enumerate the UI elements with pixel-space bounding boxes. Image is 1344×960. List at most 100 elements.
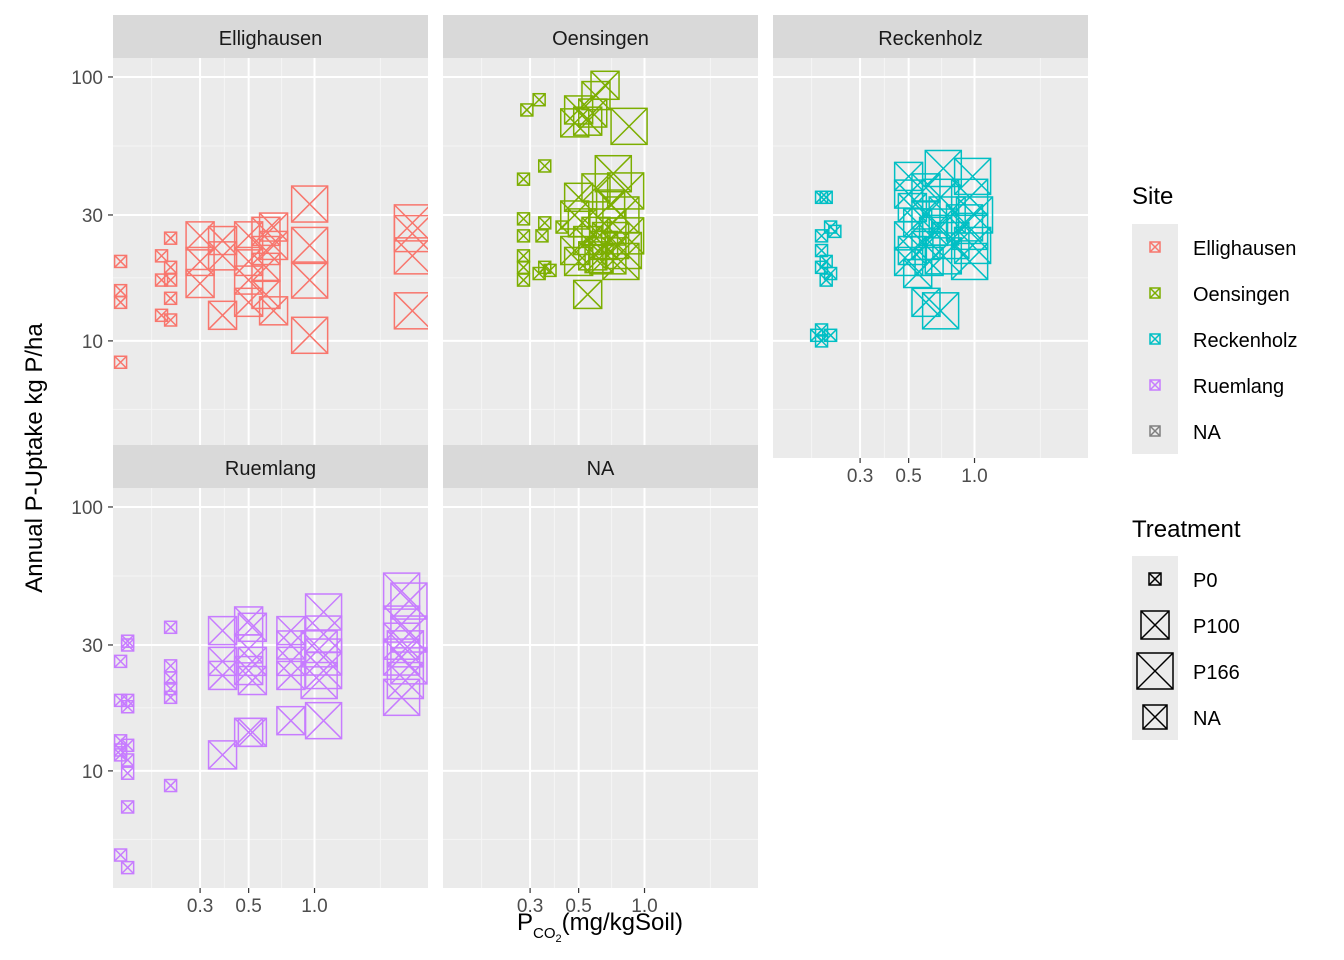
x-tick-label: 0.5 [565,896,591,917]
data-point [535,229,549,243]
data-point [154,249,169,263]
data-point [120,634,135,648]
legend-treatment-symbol [1148,572,1162,586]
data-point [290,226,329,265]
data-point [163,690,178,705]
y-tick-label: 10 [82,332,103,353]
legend-site-label: Reckenholz [1193,330,1298,352]
data-point [290,185,329,223]
data-point [390,582,428,620]
data-point [516,212,531,226]
data-point [532,266,546,281]
data-point [393,237,428,275]
grid-ellighausen [113,58,428,458]
panel-ellighausen: Ellighausen 10 30 100 [71,15,428,458]
legend-site-symbol [1149,287,1161,299]
x-axis-title-rest: (mg/kgSoil) [562,909,683,936]
data-point [120,800,135,814]
data-point [113,254,128,269]
legend-treatment-title: Treatment [1132,516,1241,543]
legend-site-symbol [1149,333,1161,345]
strip-label-ruemlang: Ruemlang [225,458,316,480]
data-point [950,242,989,281]
data-point [516,273,531,287]
data-point [163,313,178,327]
panel-background-na [443,488,758,888]
data-point [382,638,421,676]
panel-background-reckenholz [773,58,1088,458]
data-point [590,70,620,101]
legend-site-item: Ellighausen [1132,224,1296,270]
data-point [610,107,648,146]
legend-site-title: Site [1132,183,1173,210]
data-point [945,204,984,242]
points-reckenholz [809,149,994,348]
legend-site-symbol [1149,425,1161,437]
data-point [300,661,338,700]
strip-ruemlang [113,445,428,488]
data-point [516,229,531,243]
legend-treatment-item: NA [1132,694,1221,740]
y-tick-label: 30 [82,636,103,657]
data-point [113,355,128,370]
data-point [537,216,552,230]
legend-site-label: Oensingen [1193,284,1290,306]
data-point [386,661,425,700]
x-tick-label: 0.5 [235,896,261,917]
data-point [237,717,268,748]
data-point [516,172,531,186]
data-point [207,225,238,256]
data-point [819,190,833,205]
x-tick-label: 1.0 [961,466,987,487]
legend-site-label: NA [1193,422,1221,444]
legend-site-label: Ellighausen [1193,238,1296,260]
data-point [537,159,552,173]
data-point [304,651,343,690]
data-point [258,296,289,326]
legend-site-symbol [1149,379,1161,391]
data-point [819,273,833,287]
legend-treatment: Treatment P0 P100 P166 NA [1132,516,1241,740]
data-point [207,740,238,770]
data-point [543,263,557,278]
data-point [572,279,603,310]
panel-na: NA 0.3 0.5 1.0 [443,445,758,917]
strip-label-reckenholz: Reckenholz [878,28,983,50]
strip-label-oensingen: Oensingen [552,28,649,50]
panel-ruemlang: Ruemlang 0.3 0.5 1.0 10 30 100 [71,445,428,917]
y-tick-label: 10 [82,762,103,783]
legend-site-symbol [1149,241,1161,253]
data-point [120,753,135,767]
strip-ellighausen [113,15,428,58]
legend-treatment-item: P100 [1132,602,1240,648]
x-axis-title: PCO2(mg/kgSoil) [517,909,683,945]
data-point [207,615,238,646]
data-point [233,634,264,664]
data-point [120,860,135,875]
points-ellighausen [113,185,428,370]
legend-treatment-symbol [1136,652,1174,690]
data-point [251,279,281,310]
data-point [560,235,590,266]
legend-site-item: Ruemlang [1132,362,1284,408]
data-point [113,748,128,762]
legend-treatment-symbol [1140,610,1170,640]
data-point [532,92,546,107]
x-tick-label: 0.5 [895,466,921,487]
legend-treatment-item: P166 [1132,648,1240,694]
grid-na [443,488,758,888]
data-point [382,678,421,717]
data-point [251,252,281,283]
y-tick-label: 100 [71,68,103,89]
data-point [163,231,178,245]
panels-layer: Ellighausen 10 30 100 Oensingen Reckenholz 0.3… [71,15,1088,917]
panel-reckenholz: Reckenholz 0.3 0.5 1.0 [773,15,1088,487]
x-tick-label: 0.3 [847,466,873,487]
data-point [304,593,343,631]
data-point [163,778,178,793]
x-axis-title-base: P [517,909,533,936]
strip-label-na: NA [587,458,615,480]
x-tick-label: 0.3 [187,896,213,917]
legend-site-item: NA [1132,408,1221,454]
